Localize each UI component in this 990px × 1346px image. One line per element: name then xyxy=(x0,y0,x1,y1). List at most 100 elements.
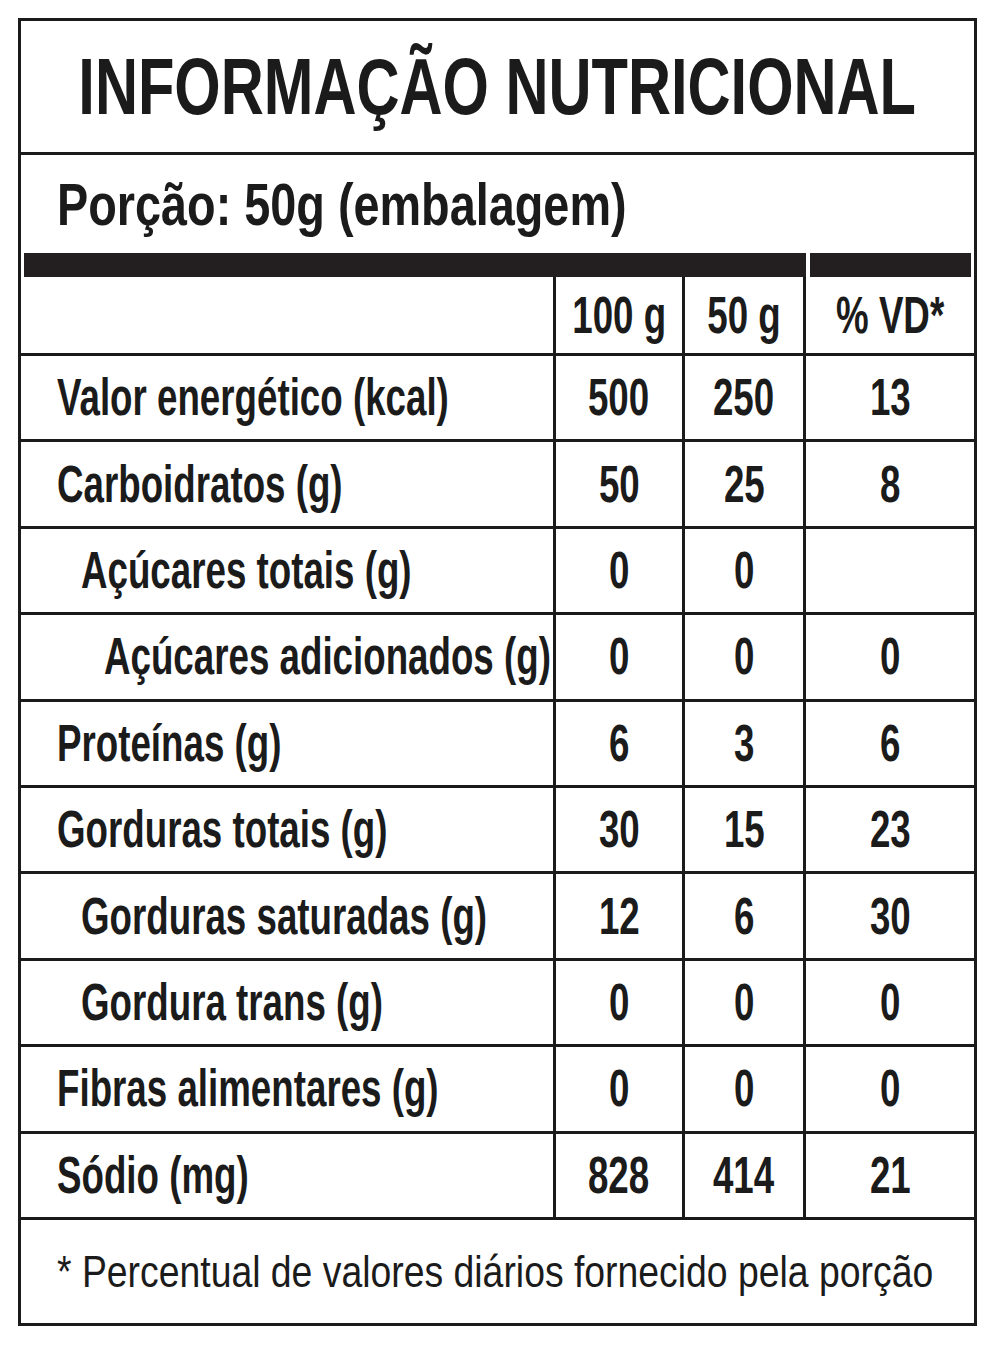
value-vd: 0 xyxy=(880,627,900,686)
value-vd-cell: 6 xyxy=(806,702,974,785)
nutrient-name-cell: Valor energético (kcal) xyxy=(21,356,556,439)
column-header-vd: % VD* xyxy=(806,277,974,353)
value-50g-cell: 15 xyxy=(685,788,806,871)
value-vd-cell: 21 xyxy=(806,1134,974,1217)
value-50g-cell: 0 xyxy=(685,1047,806,1130)
nutrient-name-cell: Proteínas (g) xyxy=(21,702,556,785)
nutrient-name-cell: Sódio (mg) xyxy=(21,1134,556,1217)
value-50g: 25 xyxy=(724,455,765,514)
value-vd: 23 xyxy=(870,800,911,859)
column-header-vd-label: % VD* xyxy=(836,286,944,345)
value-100g-cell: 0 xyxy=(556,529,685,612)
nutrient-name: Carboidratos (g) xyxy=(57,455,343,514)
nutrient-name: Valor energético (kcal) xyxy=(57,368,449,427)
value-vd-cell: 23 xyxy=(806,788,974,871)
column-header-row: 100 g 50 g % VD* xyxy=(21,277,974,356)
nutrient-rows: Valor energético (kcal) 500 250 13 Carbo… xyxy=(21,356,974,1220)
value-100g-cell: 0 xyxy=(556,615,685,698)
value-vd: 6 xyxy=(880,714,900,773)
nutrient-name-cell: Gorduras saturadas (g) xyxy=(21,874,556,957)
footnote-row: * Percentual de valores diários fornecid… xyxy=(21,1220,974,1323)
value-100g: 0 xyxy=(609,1059,629,1118)
column-header-50g: 50 g xyxy=(685,277,806,353)
value-100g: 0 xyxy=(609,973,629,1032)
nutrient-name-cell: Fibras alimentares (g) xyxy=(21,1047,556,1130)
divider-bar-segment-right xyxy=(810,253,971,277)
black-divider-bar xyxy=(21,253,974,277)
nutrient-name: Açúcares totais (g) xyxy=(81,541,412,600)
column-header-nutrient xyxy=(21,277,556,353)
value-50g-cell: 0 xyxy=(685,615,806,698)
column-header-50g-label: 50 g xyxy=(707,286,780,345)
nutrient-name-cell: Gordura trans (g) xyxy=(21,961,556,1044)
value-50g: 0 xyxy=(734,1059,754,1118)
value-50g: 15 xyxy=(724,800,765,859)
value-100g-cell: 12 xyxy=(556,874,685,957)
nutrient-name: Sódio (mg) xyxy=(57,1146,249,1205)
value-100g-cell: 0 xyxy=(556,1047,685,1130)
nutrient-name: Proteínas (g) xyxy=(57,714,281,773)
table-row: Açúcares adicionados (g) 0 0 0 xyxy=(21,615,974,701)
value-50g: 3 xyxy=(734,714,754,773)
value-50g-cell: 25 xyxy=(685,442,806,525)
value-100g: 6 xyxy=(609,714,629,773)
table-row: Valor energético (kcal) 500 250 13 xyxy=(21,356,974,442)
value-100g-cell: 500 xyxy=(556,356,685,439)
nutrient-name-cell: Açúcares adicionados (g) xyxy=(21,615,556,698)
value-vd-cell xyxy=(806,529,974,612)
value-100g: 500 xyxy=(588,368,649,427)
table-row: Sódio (mg) 828 414 21 xyxy=(21,1134,974,1220)
value-vd-cell: 0 xyxy=(806,615,974,698)
value-50g-cell: 6 xyxy=(685,874,806,957)
value-vd: 8 xyxy=(880,455,900,514)
value-50g-cell: 414 xyxy=(685,1134,806,1217)
value-50g-cell: 0 xyxy=(685,961,806,1044)
value-100g: 12 xyxy=(599,887,640,946)
value-vd: 21 xyxy=(870,1146,911,1205)
value-100g: 50 xyxy=(599,455,640,514)
value-vd: 0 xyxy=(880,973,900,1032)
label-title: INFORMAÇÃO NUTRICIONAL xyxy=(79,41,917,133)
value-50g: 414 xyxy=(713,1146,774,1205)
table-row: Fibras alimentares (g) 0 0 0 xyxy=(21,1047,974,1133)
value-vd-cell: 0 xyxy=(806,961,974,1044)
nutrient-name: Açúcares adicionados (g) xyxy=(104,627,551,686)
table-row: Gordura trans (g) 0 0 0 xyxy=(21,961,974,1047)
portion-row: Porção: 50g (embalagem) xyxy=(21,155,974,253)
value-100g-cell: 50 xyxy=(556,442,685,525)
value-vd: 30 xyxy=(870,887,911,946)
nutrient-name: Gordura trans (g) xyxy=(81,973,383,1032)
value-50g: 0 xyxy=(734,541,754,600)
value-100g-cell: 0 xyxy=(556,961,685,1044)
portion-text: Porção: 50g (embalagem) xyxy=(57,170,627,239)
value-vd-cell: 0 xyxy=(806,1047,974,1130)
value-100g: 30 xyxy=(599,800,640,859)
value-vd-cell: 8 xyxy=(806,442,974,525)
value-100g-cell: 6 xyxy=(556,702,685,785)
nutrition-label: INFORMAÇÃO NUTRICIONAL Porção: 50g (emba… xyxy=(18,18,977,1326)
value-100g: 0 xyxy=(609,541,629,600)
value-vd-cell: 30 xyxy=(806,874,974,957)
value-50g: 0 xyxy=(734,973,754,1032)
value-100g: 828 xyxy=(588,1146,649,1205)
value-50g-cell: 250 xyxy=(685,356,806,439)
column-header-100g-label: 100 g xyxy=(572,286,666,345)
value-vd-cell: 13 xyxy=(806,356,974,439)
nutrient-name: Gorduras saturadas (g) xyxy=(81,887,487,946)
label-title-row: INFORMAÇÃO NUTRICIONAL xyxy=(21,21,974,155)
value-50g: 6 xyxy=(734,887,754,946)
value-50g: 0 xyxy=(734,627,754,686)
value-vd: 13 xyxy=(870,368,911,427)
table-row: Proteínas (g) 6 3 6 xyxy=(21,702,974,788)
nutrient-name-cell: Açúcares totais (g) xyxy=(21,529,556,612)
value-50g-cell: 0 xyxy=(685,529,806,612)
value-100g-cell: 30 xyxy=(556,788,685,871)
value-100g-cell: 828 xyxy=(556,1134,685,1217)
value-vd: 0 xyxy=(880,1059,900,1118)
footnote-text: * Percentual de valores diários fornecid… xyxy=(57,1246,933,1298)
column-header-100g: 100 g xyxy=(556,277,685,353)
divider-bar-segment-left xyxy=(24,253,806,277)
table-row: Carboidratos (g) 50 25 8 xyxy=(21,442,974,528)
value-50g-cell: 3 xyxy=(685,702,806,785)
table-row: Gorduras totais (g) 30 15 23 xyxy=(21,788,974,874)
